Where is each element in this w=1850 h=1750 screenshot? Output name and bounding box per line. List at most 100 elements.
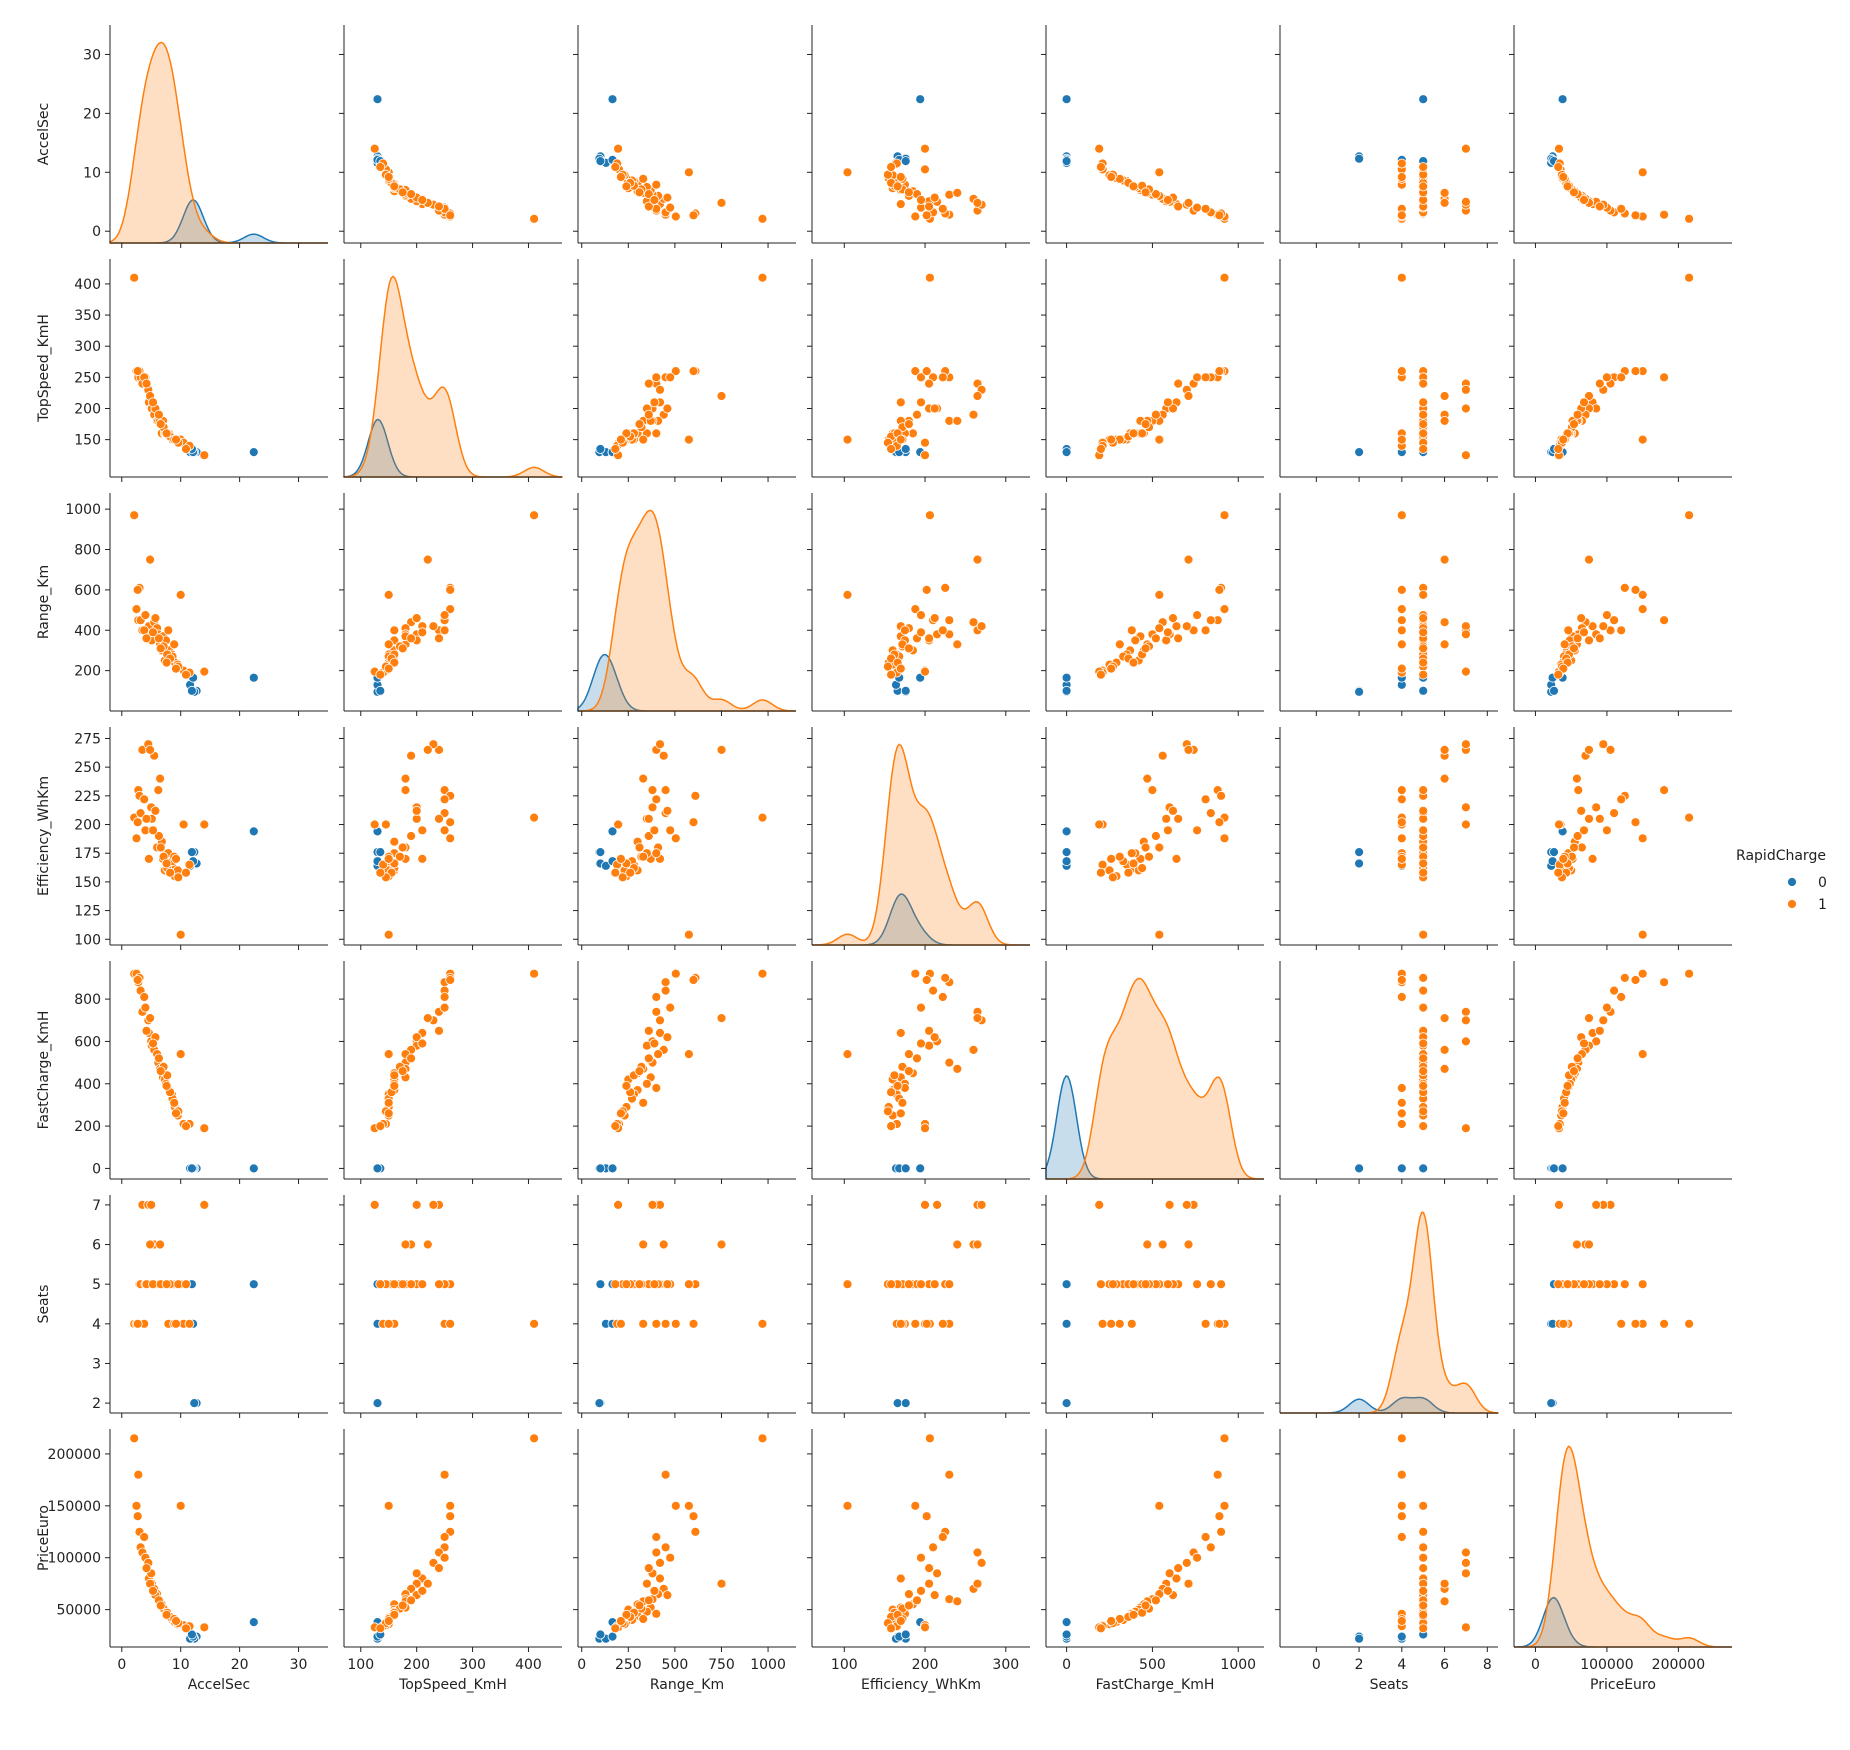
point-series-1-1 xyxy=(670,211,681,222)
point-series-1-42 xyxy=(1128,181,1139,192)
point-series-1-0 xyxy=(1219,272,1230,283)
point-series-1-14 xyxy=(952,639,963,650)
point-series-1-42 xyxy=(161,657,172,668)
point-series-1-19 xyxy=(1396,1083,1407,1093)
point-series-0-5 xyxy=(1061,94,1072,105)
point-series-1-14 xyxy=(952,415,963,426)
point-series-1-32 xyxy=(153,409,164,420)
point-series-1-42 xyxy=(1562,1279,1573,1290)
point-series-1-6 xyxy=(439,1002,450,1013)
point-series-1-0 xyxy=(1684,510,1694,521)
point-series-1-43 xyxy=(1558,434,1569,445)
point-series-1-25 xyxy=(1637,1279,1648,1290)
point-series-1-1 xyxy=(910,366,921,377)
point-series-0-5 xyxy=(1061,447,1072,458)
point-series-1-39 xyxy=(1439,1578,1450,1589)
point-series-1-43 xyxy=(383,172,394,182)
point-series-1-7 xyxy=(1181,621,1192,632)
point-series-1-39 xyxy=(422,745,433,755)
point-series-0-1 xyxy=(1546,1398,1557,1408)
point-series-1-14 xyxy=(155,773,166,784)
y-tick-label: 20 xyxy=(83,106,101,122)
point-series-0-1 xyxy=(1354,1633,1364,1644)
point-series-0-4 xyxy=(1549,685,1559,696)
point-series-1-42 xyxy=(1562,1081,1573,1091)
y-tick-label: 300 xyxy=(74,339,101,355)
point-series-1-32 xyxy=(643,1595,654,1606)
point-series-1-42 xyxy=(892,181,903,192)
y-tick-label: 3 xyxy=(92,1356,101,1372)
point-series-1-3 xyxy=(1619,583,1630,593)
point-series-1-31 xyxy=(662,1590,673,1600)
point-series-1-44 xyxy=(610,1121,621,1131)
point-series-1-39 xyxy=(972,1013,983,1023)
y-tick-label: 0 xyxy=(92,224,101,240)
point-series-1-25 xyxy=(1154,167,1165,178)
point-series-1-29 xyxy=(1396,1532,1407,1542)
point-series-1-0 xyxy=(757,968,768,979)
point-series-0-4 xyxy=(1061,156,1072,167)
point-series-1-31 xyxy=(662,805,673,816)
point-series-0-4 xyxy=(1061,1629,1072,1640)
point-series-1-38 xyxy=(1630,585,1641,595)
kde-series-1 xyxy=(1046,977,1264,1180)
point-series-1-9 xyxy=(1461,629,1471,640)
point-series-0-1 xyxy=(1354,447,1364,458)
legend-label-1: 1 xyxy=(1818,897,1827,913)
point-series-1-11 xyxy=(1157,750,1168,761)
point-series-1-14 xyxy=(952,1239,963,1250)
point-series-1-40 xyxy=(1418,627,1429,638)
point-series-1-40 xyxy=(417,627,428,638)
point-series-1-44 xyxy=(1553,1279,1564,1290)
point-series-1-40 xyxy=(417,1586,428,1596)
point-series-1-0 xyxy=(529,1318,539,1329)
point-series-1-38 xyxy=(921,1511,932,1522)
point-series-1-19 xyxy=(651,848,662,859)
point-series-1-6 xyxy=(916,610,926,620)
point-series-1-2 xyxy=(944,1469,955,1480)
point-series-1-11 xyxy=(1439,1045,1450,1055)
point-series-1-29 xyxy=(1396,794,1407,805)
point-series-1-38 xyxy=(688,975,699,985)
x-axis-label-TopSpeed_KmH: TopSpeed_KmH xyxy=(398,1677,507,1693)
point-series-1-41 xyxy=(634,842,645,853)
point-series-1-19 xyxy=(900,625,910,636)
point-series-1-30 xyxy=(434,1279,444,1290)
point-series-1-43 xyxy=(1106,172,1117,182)
point-series-1-44 xyxy=(610,162,621,172)
point-series-1-38 xyxy=(132,1511,143,1522)
point-series-1-40 xyxy=(1163,1279,1173,1290)
point-series-1-14 xyxy=(400,773,411,784)
point-series-1-30 xyxy=(643,813,654,824)
point-series-1-1 xyxy=(1219,833,1230,844)
point-series-1-8 xyxy=(1587,854,1598,864)
point-series-1-7 xyxy=(655,1558,665,1568)
point-series-1-6 xyxy=(916,372,926,383)
point-series-1-32 xyxy=(1418,1053,1429,1064)
point-series-1-5 xyxy=(1605,625,1616,636)
point-series-1-40 xyxy=(916,627,926,638)
point-series-1-38 xyxy=(445,210,456,221)
point-series-1-8 xyxy=(1171,1573,1182,1584)
point-series-1-29 xyxy=(139,992,150,1002)
point-series-1-36 xyxy=(169,639,180,650)
point-series-1-1 xyxy=(670,833,681,844)
point-series-1-38 xyxy=(1214,585,1225,595)
point-series-1-29 xyxy=(1200,794,1211,805)
x-tick-label: 2 xyxy=(1355,1657,1364,1673)
point-series-1-6 xyxy=(665,202,676,213)
point-series-1-6 xyxy=(1418,1002,1429,1013)
point-series-1-7 xyxy=(428,621,439,632)
point-series-1-2 xyxy=(133,1469,144,1480)
point-series-1-9 xyxy=(1164,1568,1175,1579)
point-series-1-0 xyxy=(757,1318,768,1329)
x-tick-label: 200 xyxy=(912,1657,939,1673)
point-series-1-36 xyxy=(1114,639,1125,650)
point-series-1-5 xyxy=(1461,1547,1471,1558)
point-series-1-41 xyxy=(1569,1066,1579,1076)
point-series-1-36 xyxy=(638,851,649,862)
point-series-1-14 xyxy=(1439,639,1450,650)
point-series-1-37 xyxy=(1418,1106,1429,1117)
point-series-1-8 xyxy=(895,1573,906,1584)
point-series-1-44 xyxy=(886,1279,896,1290)
